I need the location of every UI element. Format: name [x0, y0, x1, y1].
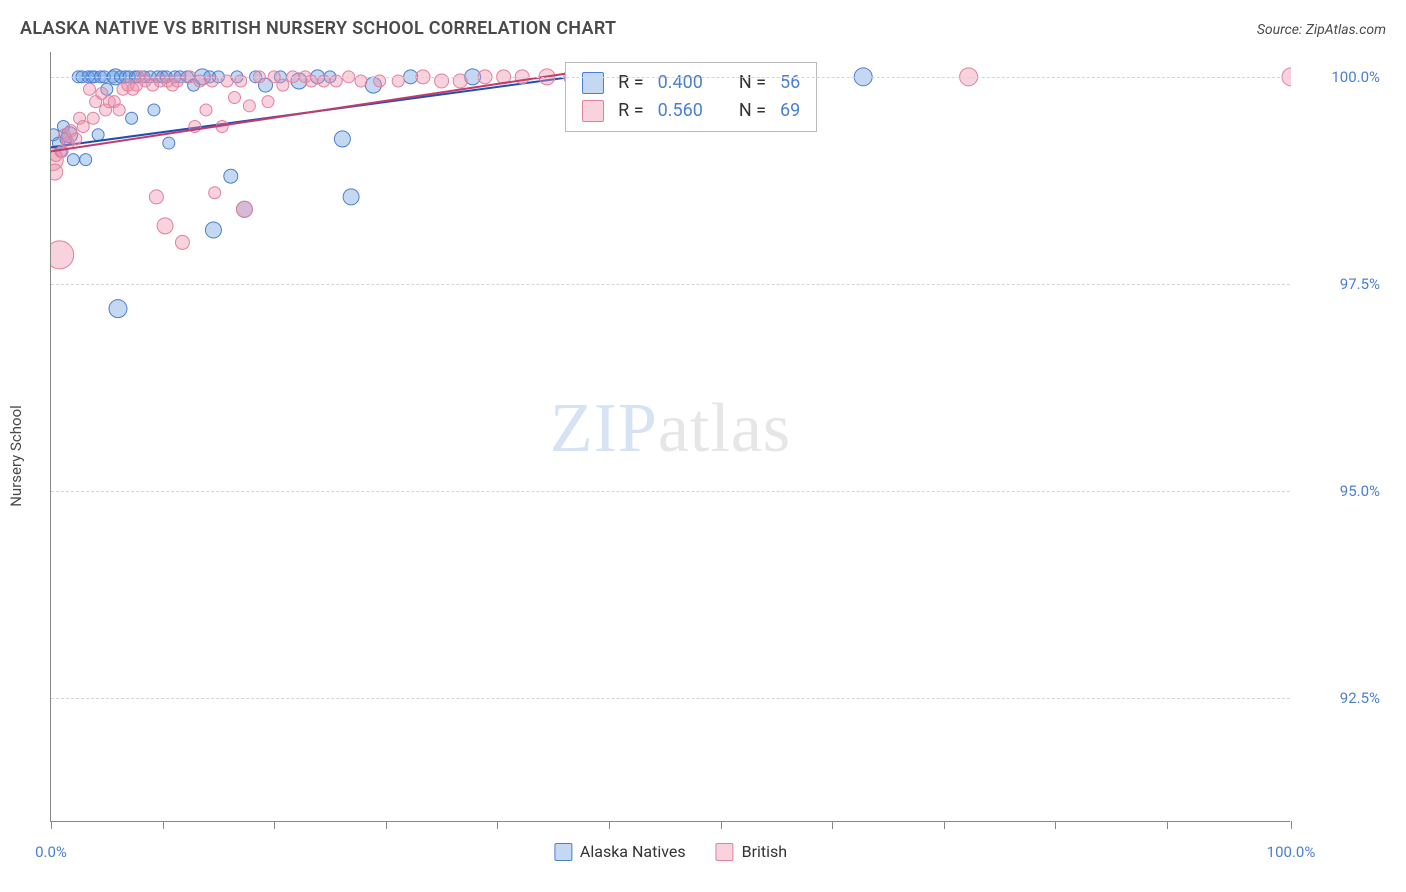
plot-area: ZIPatlas R =0.400N =56R =0.560N =69 Alas… — [50, 52, 1290, 822]
data-point — [51, 164, 63, 180]
chart-container: Nursery School ZIPatlas R =0.400N =56R =… — [46, 52, 1386, 842]
data-point — [80, 154, 92, 166]
data-point — [126, 112, 138, 124]
legend-item: Alaska Natives — [554, 842, 686, 861]
stats-row: R = 0.400 N = 56 — [582, 69, 800, 97]
stats-n-label: N = — [739, 97, 766, 125]
data-point — [113, 104, 125, 116]
data-point — [148, 104, 160, 116]
data-point — [149, 190, 163, 204]
data-point — [334, 131, 350, 147]
x-tick — [832, 821, 833, 829]
y-tick-label: 97.5% — [1300, 275, 1380, 293]
legend-label: Alaska Natives — [580, 842, 686, 861]
data-point — [67, 154, 79, 166]
grid-line — [51, 491, 1290, 492]
legend-label: British — [742, 842, 787, 861]
data-point — [163, 137, 175, 149]
stats-r-value: 0.560 — [658, 97, 703, 125]
data-point — [209, 187, 221, 199]
data-point — [200, 104, 212, 116]
x-tick — [497, 821, 498, 829]
stats-r-label: R = — [618, 97, 643, 125]
x-tick — [721, 821, 722, 829]
data-point — [87, 112, 99, 124]
x-tick — [163, 821, 164, 829]
stats-box: R = 0.400 N = 56 R = 0.560 N = 69 — [565, 62, 817, 132]
stats-swatch — [582, 100, 604, 122]
stats-r-label: R = — [618, 69, 643, 97]
legend-item: British — [716, 842, 787, 861]
data-point — [236, 201, 252, 217]
stats-r-value: 0.400 — [658, 69, 703, 97]
x-tick — [386, 821, 387, 829]
data-point — [229, 92, 241, 104]
data-point — [51, 241, 74, 269]
stats-n-value: 69 — [780, 97, 800, 125]
x-tick-label: 0.0% — [35, 843, 67, 861]
x-tick — [1167, 821, 1168, 829]
y-axis-label: Nursery School — [7, 405, 25, 507]
data-point — [83, 83, 95, 95]
x-tick-label: 100.0% — [1267, 843, 1316, 861]
data-point — [205, 222, 221, 238]
x-tick — [51, 821, 52, 829]
stats-swatch — [582, 72, 604, 94]
chart-title: ALASKA NATIVE VS BRITISH NURSERY SCHOOL … — [20, 18, 616, 39]
stats-n-value: 56 — [780, 69, 800, 97]
scatter-svg — [51, 52, 1291, 822]
x-tick — [1291, 821, 1292, 829]
data-point — [224, 169, 238, 183]
stats-row: R = 0.560 N = 69 — [582, 97, 800, 125]
grid-line — [51, 698, 1290, 699]
data-point — [92, 129, 104, 141]
data-point — [109, 300, 127, 318]
x-tick — [944, 821, 945, 829]
stats-n-label: N = — [739, 69, 766, 97]
data-point — [77, 121, 89, 133]
grid-line — [51, 284, 1290, 285]
bottom-legend: Alaska Natives British — [554, 842, 787, 861]
legend-swatch — [716, 843, 734, 861]
y-tick-label: 92.5% — [1300, 689, 1380, 707]
data-point — [175, 235, 189, 249]
data-point — [70, 133, 82, 145]
header: ALASKA NATIVE VS BRITISH NURSERY SCHOOL … — [0, 0, 1406, 49]
x-tick — [274, 821, 275, 829]
x-tick — [1055, 821, 1056, 829]
y-tick-label: 100.0% — [1300, 68, 1380, 86]
data-point — [277, 79, 289, 91]
grid-line — [51, 77, 1290, 78]
source-attribution: Source: ZipAtlas.com — [1257, 22, 1386, 38]
data-point — [262, 96, 274, 108]
y-tick-label: 95.0% — [1300, 482, 1380, 500]
legend-swatch — [554, 843, 572, 861]
data-point — [157, 218, 173, 234]
x-tick — [609, 821, 610, 829]
data-point — [243, 100, 255, 112]
data-point — [343, 189, 359, 205]
